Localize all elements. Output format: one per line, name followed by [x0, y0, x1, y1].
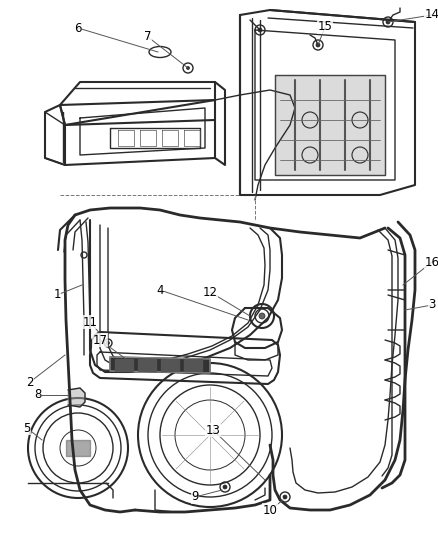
- Text: 2: 2: [26, 376, 34, 389]
- Polygon shape: [138, 359, 156, 371]
- Polygon shape: [161, 359, 179, 371]
- Circle shape: [223, 485, 227, 489]
- Text: 12: 12: [202, 286, 218, 298]
- Circle shape: [316, 43, 320, 47]
- Polygon shape: [184, 359, 202, 371]
- Text: 11: 11: [82, 316, 98, 328]
- Text: 13: 13: [205, 424, 220, 437]
- Text: 5: 5: [23, 422, 31, 434]
- Polygon shape: [110, 357, 210, 373]
- Text: 9: 9: [191, 490, 199, 504]
- Text: 14: 14: [424, 9, 438, 21]
- Text: 4: 4: [156, 284, 164, 296]
- Text: 10: 10: [262, 504, 277, 516]
- Circle shape: [258, 28, 262, 32]
- Text: 3: 3: [428, 298, 436, 311]
- Polygon shape: [68, 388, 85, 407]
- Text: 17: 17: [92, 334, 107, 346]
- Circle shape: [187, 67, 190, 69]
- Circle shape: [259, 313, 265, 319]
- Polygon shape: [115, 359, 133, 371]
- Text: 16: 16: [424, 255, 438, 269]
- Circle shape: [386, 20, 390, 24]
- Circle shape: [106, 342, 110, 344]
- Text: 15: 15: [318, 20, 332, 34]
- Text: 8: 8: [34, 389, 42, 401]
- Text: 1: 1: [53, 288, 61, 302]
- Text: 6: 6: [74, 21, 82, 35]
- Polygon shape: [275, 75, 385, 175]
- Text: 7: 7: [144, 30, 152, 44]
- Circle shape: [283, 495, 287, 499]
